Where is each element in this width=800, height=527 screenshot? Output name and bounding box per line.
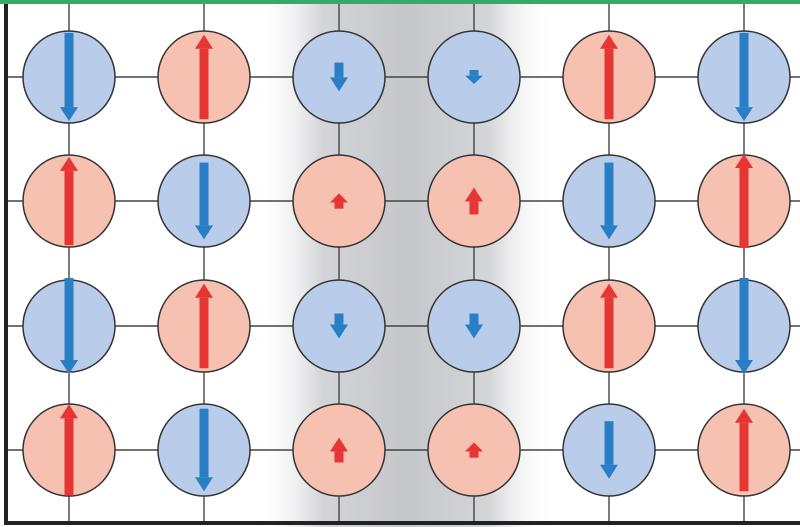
spin-arrow-shaft [604,48,614,120]
spin-arrow-shaft [739,422,749,492]
arrow-up-icon [465,442,483,452]
spin-arrow-shaft [199,48,209,120]
spin-arrow-shaft [469,201,479,215]
spin-arrow-shaft [199,297,209,369]
spin-arrow-shaft [64,278,74,360]
lattice-sites [22,30,791,497]
spin-site-0-5-down [697,30,791,124]
spin-site-0-4-up [562,30,656,124]
spin-site-0-0-down [22,30,116,124]
spin-arrow-shaft [64,32,74,108]
spin-site-1-0-up [22,154,116,248]
arrow-up-icon [600,283,618,298]
arrow-down-icon [600,225,618,240]
spin-arrow-shaft [64,170,74,246]
spin-arrow-shaft [469,451,479,458]
spin-site-2-2-down [292,279,386,373]
arrow-up-icon [330,437,348,452]
spin-arrow-shaft [469,70,479,76]
arrow-down-icon [600,464,618,479]
spin-site-1-5-up [697,153,791,249]
spin-site-0-2-down [292,30,386,124]
spin-site-0-3-down [427,30,521,124]
arrow-down-icon [465,75,483,84]
spin-site-3-2-up [292,403,386,497]
arrow-up-icon [195,283,213,298]
arrow-up-icon [330,193,348,203]
spin-arrow-shaft [604,162,614,226]
arrow-down-icon [60,107,78,122]
spin-site-1-4-down [562,154,656,248]
spin-arrow-shaft [739,278,749,360]
spin-arrow-shaft [469,313,479,325]
arrow-down-icon [195,477,213,492]
spin-arrow-shaft [199,162,209,226]
spin-arrow-shaft [604,297,614,369]
arrow-up-icon [195,34,213,49]
arrow-up-icon [60,404,78,419]
spin-site-2-3-down [427,279,521,373]
spin-arrow-shaft [334,313,344,325]
arrow-up-icon [735,153,753,168]
spin-site-3-1-down [157,403,251,497]
spin-site-0-1-up [157,30,251,124]
arrow-down-icon [735,107,753,122]
spin-site-1-1-down [157,154,251,248]
spin-arrow-shaft [604,421,614,465]
spin-site-1-3-up [427,154,521,248]
arrow-up-icon [735,408,753,423]
arrow-down-icon [465,324,483,339]
spin-arrow-shaft [199,408,209,478]
spin-site-3-4-down [562,403,656,497]
spin-arrow-shaft [64,418,74,496]
spin-site-2-4-up [562,279,656,373]
spin-site-2-5-down [697,278,791,374]
arrow-down-icon [735,360,753,374]
spin-site-3-5-up [697,403,791,497]
spin-arrow-shaft [334,202,344,209]
arrow-up-icon [465,187,483,202]
spin-arrow-shaft [334,451,344,463]
arrow-down-icon [195,225,213,240]
spin-site-3-0-up [22,403,116,497]
spin-arrow-shaft [739,167,749,249]
spin-site-2-1-up [157,279,251,373]
spin-site-2-0-down [22,278,116,374]
spin-arrow-shaft [739,32,749,108]
arrow-down-icon [60,360,78,374]
diagram-frame [4,4,800,525]
spin-site-1-2-up [292,154,386,248]
arrow-up-icon [600,34,618,49]
spin-site-3-3-up [427,403,521,497]
spin-arrow-shaft [334,62,344,78]
arrow-down-icon [330,77,348,92]
top-accent-bar [0,0,800,4]
arrow-up-icon [60,156,78,171]
arrow-down-icon [330,324,348,339]
